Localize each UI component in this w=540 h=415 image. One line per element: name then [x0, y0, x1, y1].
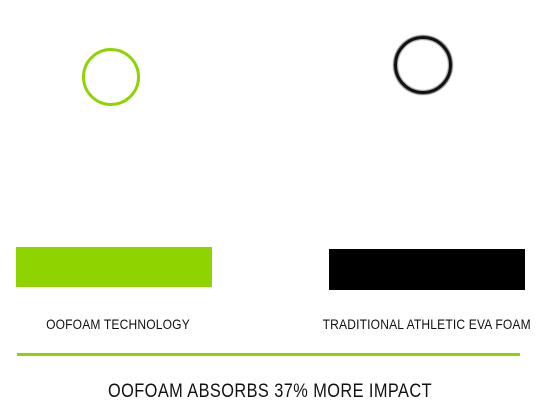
eva-foam-bar [329, 249, 525, 290]
eva-foam-label: TRADITIONAL ATHLETIC EVA FOAM [322, 316, 531, 332]
oofoam-label: OOFOAM TECHNOLOGY [46, 316, 190, 332]
divider [17, 353, 520, 356]
oofoam-bar [16, 247, 212, 287]
headline: OOFOAM ABSORBS 37% MORE IMPACT [107, 381, 433, 402]
eva-foam-circle-icon [394, 36, 452, 94]
oofoam-circle-icon [82, 48, 140, 106]
